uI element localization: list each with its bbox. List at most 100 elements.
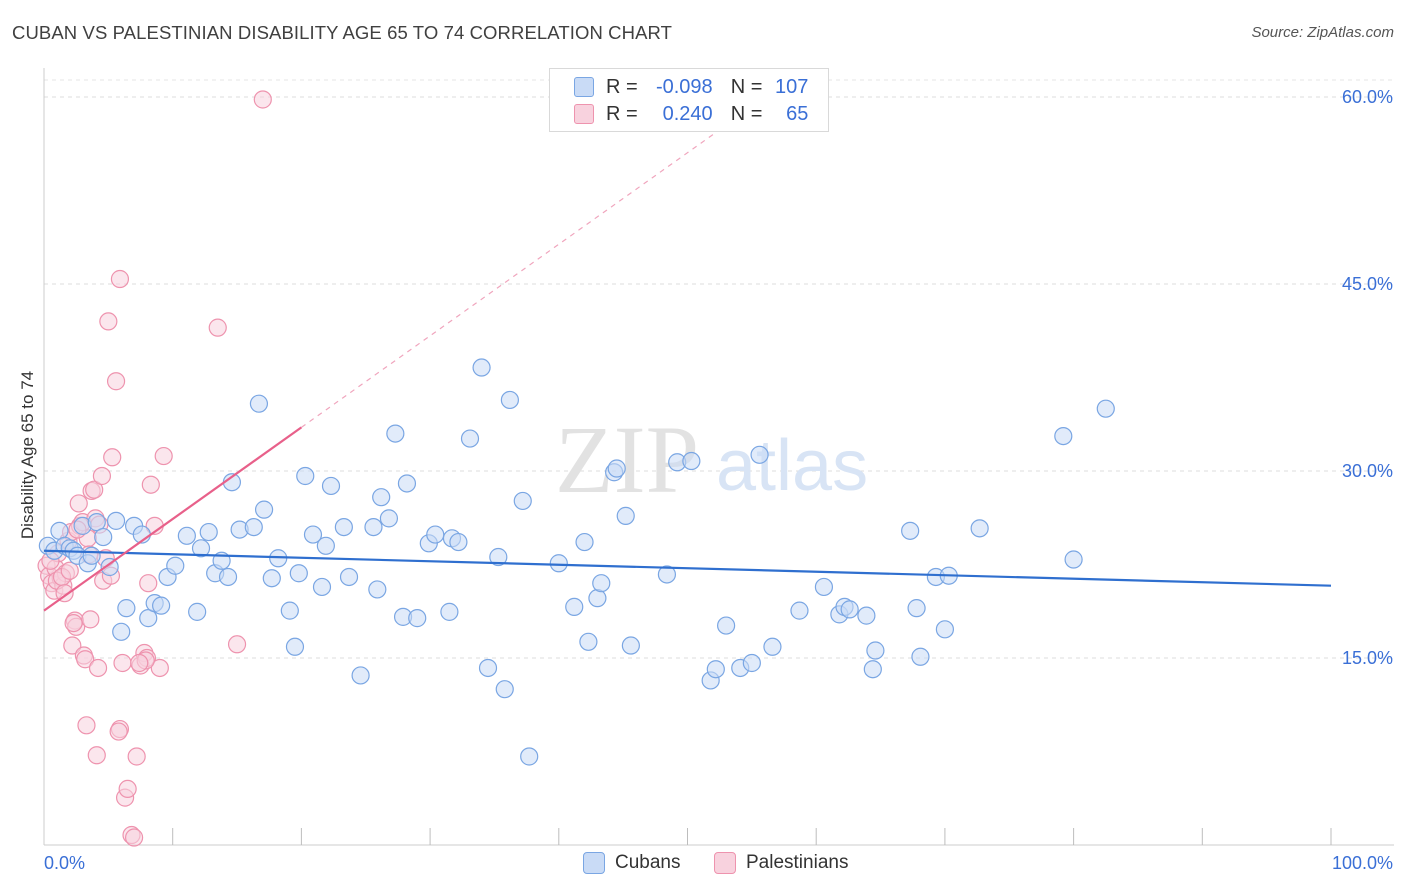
cubans-point [94, 527, 113, 547]
palestinians-point [127, 747, 146, 766]
legend-item-cubans[interactable]: Cubans [583, 852, 681, 874]
cubans-point [82, 546, 101, 565]
y-tick-label: 45.0% [1342, 274, 1393, 294]
cubans-point [280, 601, 299, 620]
cubans-point [244, 517, 263, 537]
cubans-point [87, 513, 106, 532]
cubans-point [351, 666, 370, 685]
watermark-atlas: atlas [716, 426, 868, 506]
cubans-point [440, 602, 459, 621]
cubans-point [303, 525, 323, 544]
palestinians-point [87, 746, 106, 765]
palestinians-point [103, 448, 122, 467]
legend-r-label: R = [606, 102, 638, 125]
x-tick-label-max: 100.0% [1332, 853, 1393, 873]
palestinians-point [60, 561, 79, 580]
cubans-point [575, 532, 594, 552]
cubans-point [386, 424, 405, 443]
x-tick-labels: 0.0% 100.0% [44, 853, 1393, 873]
cubans-point [682, 451, 701, 471]
cubans-point [706, 660, 725, 679]
y-tick-label: 30.0% [1342, 461, 1393, 481]
cubans-point [478, 658, 498, 678]
palestinians-point [85, 480, 104, 499]
palestinians-point [92, 466, 112, 486]
cubans-point [1096, 399, 1115, 418]
palestinians-point [110, 269, 130, 289]
cubans-point [289, 564, 308, 583]
legend-n-value: 65 [786, 102, 809, 125]
legend-n-value: 107 [775, 75, 809, 98]
cubans-point [139, 609, 158, 628]
gridlines [44, 79, 1394, 659]
cubans-point [1064, 550, 1083, 569]
palestinians-point [130, 653, 149, 673]
cubans-point [790, 601, 809, 620]
cubans-point [199, 522, 218, 542]
cubans-point [368, 580, 387, 599]
cubans-point [763, 637, 782, 656]
cubans-point [364, 517, 383, 537]
palestinians-trend-line-extension [301, 133, 714, 428]
cubans-point [657, 565, 677, 584]
cubans-point [285, 637, 305, 656]
cubans-point [316, 536, 335, 555]
cubans-point [254, 500, 274, 519]
cubans-point [372, 488, 391, 507]
cubans-point [549, 554, 568, 573]
palestinians-trend-line [43, 426, 303, 612]
palestinians-point [76, 650, 95, 669]
cubans-points [38, 358, 1115, 766]
palestinians-point [139, 574, 158, 593]
legend-r-value: 0.240 [662, 102, 713, 125]
palestinians-point [69, 494, 88, 513]
cubans-point [489, 547, 508, 567]
palestinians-points [37, 90, 272, 847]
cubans-point [1054, 426, 1073, 446]
legend-swatch-palestinians [574, 104, 594, 124]
legend-row-cubans: R = -0.098 N = 107 [574, 74, 808, 100]
trend-dashed [301, 133, 714, 428]
palestinians-point [208, 318, 227, 337]
cubans-point [814, 577, 834, 597]
y-tick-labels: 15.0% 30.0% 45.0% 60.0% [1342, 87, 1393, 668]
palestinians-point [118, 779, 137, 799]
legend-item-palestinians[interactable]: Palestinians [714, 852, 848, 874]
cubans-point [296, 466, 315, 486]
cubans-point [750, 445, 769, 464]
correlation-legend: R = -0.098 N = 107 R = 0.240 N = 65 [549, 68, 829, 132]
chart-title: CUBAN VS PALESTINIAN DISABILITY AGE 65 T… [12, 22, 673, 43]
legend-row-palestinians: R = 0.240 N = 65 [574, 101, 808, 127]
cubans-point [616, 506, 635, 525]
palestinians-point [124, 828, 144, 847]
y-tick-label: 15.0% [1342, 648, 1393, 668]
cubans-point [592, 574, 611, 593]
cubans-point [449, 532, 468, 552]
palestinians-point [253, 90, 272, 109]
y-axis-label: Disability Age 65 to 74 [18, 371, 37, 539]
cubans-point [249, 394, 269, 413]
cubans-point [621, 636, 640, 655]
cubans-point [166, 556, 185, 575]
palestinians-point [99, 312, 118, 331]
cubans-point [339, 567, 359, 587]
cubans-point [513, 491, 532, 511]
cubans-point [970, 519, 989, 538]
cubans-point [408, 609, 427, 628]
cubans-point [742, 653, 761, 673]
y-tick-label: 60.0% [1342, 87, 1393, 107]
cubans-point [500, 390, 519, 410]
cubans-point [907, 599, 926, 618]
cubans-label: Cubans [615, 852, 681, 873]
palestinians-point [141, 475, 160, 494]
cubans-point [840, 600, 859, 619]
cubans-point [218, 567, 238, 587]
cubans-point [321, 476, 341, 496]
cubans-point [334, 517, 353, 537]
cubans-trend-line [43, 549, 1332, 587]
cubans-point [100, 557, 119, 577]
cubans-point [565, 597, 584, 616]
legend-n-label: N = [730, 75, 763, 98]
cubans-point [863, 660, 882, 679]
